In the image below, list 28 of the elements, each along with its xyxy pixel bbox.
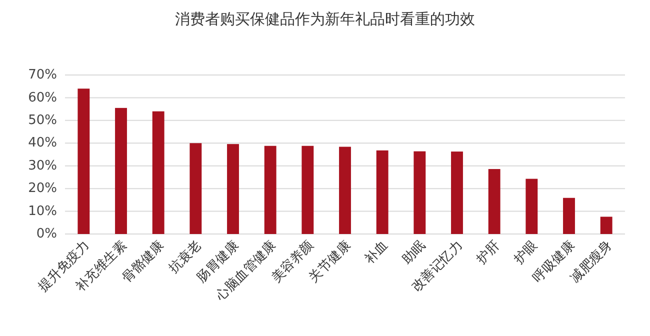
y-tick-label: 0% — [36, 226, 57, 242]
chart-title: 消费者购买保健品作为新年礼品时看重的功效 — [175, 10, 475, 28]
bar — [451, 152, 463, 234]
y-tick-label: 30% — [28, 158, 57, 174]
bar — [115, 108, 127, 234]
y-tick-label: 60% — [28, 90, 57, 106]
y-tick-label: 70% — [28, 68, 57, 83]
bar — [563, 198, 575, 234]
bar — [376, 150, 388, 234]
y-tick-label: 10% — [28, 204, 57, 219]
bar — [414, 151, 426, 234]
x-tick-label: 护眼 — [510, 238, 540, 268]
y-tick-label: 40% — [28, 136, 57, 151]
y-tick-label: 50% — [28, 112, 57, 128]
y-tick-label: 20% — [28, 181, 57, 196]
bar — [264, 146, 276, 234]
bar — [526, 178, 538, 234]
bar — [339, 146, 351, 234]
x-tick-label: 补血 — [362, 238, 392, 268]
bar — [600, 216, 612, 234]
bar — [488, 169, 500, 234]
bar — [302, 146, 314, 234]
x-tick-label: 助眠 — [400, 238, 428, 268]
bar — [152, 111, 164, 234]
bar — [78, 88, 90, 234]
bar — [190, 143, 202, 234]
bar — [227, 144, 239, 234]
x-tick-label: 护肝 — [473, 238, 504, 268]
